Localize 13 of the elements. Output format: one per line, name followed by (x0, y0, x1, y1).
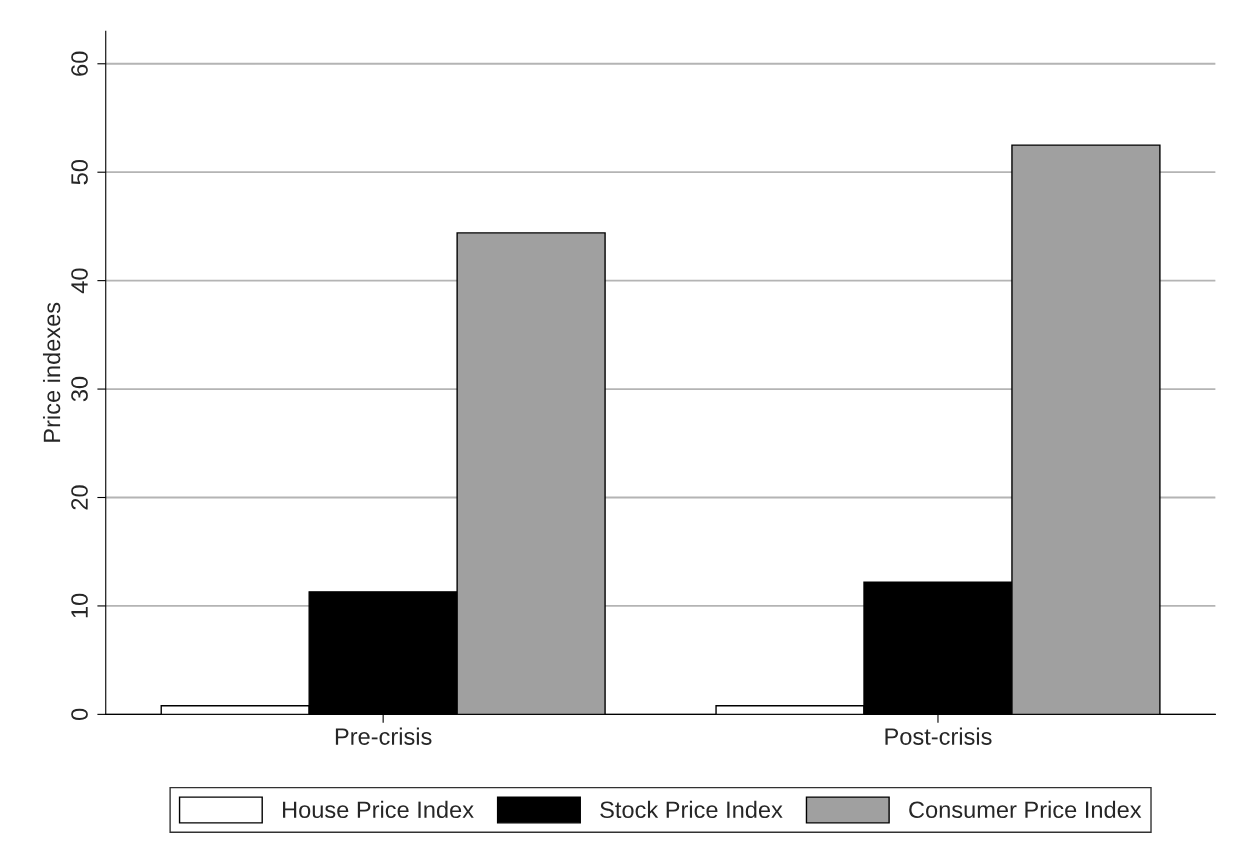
y-tick-label: 20 (71, 485, 88, 510)
legend-label: Consumer Price Index (909, 800, 1142, 819)
y-tick-label: 30 (71, 376, 88, 402)
y-tick-label: 0 (71, 708, 88, 721)
legend-label: House Price Index (283, 800, 474, 819)
y-tick-label: 60 (71, 51, 88, 76)
y-axis-title: Price indexes (42, 302, 61, 442)
legend-label: Stock Price Index (600, 800, 783, 819)
x-tick-label: Post-crisis (885, 727, 992, 745)
y-tick-label: 10 (71, 593, 88, 618)
y-tick-label: 40 (71, 268, 88, 294)
x-tick-label: Pre-crisis (335, 727, 432, 745)
y-tick-label: 50 (71, 160, 88, 185)
